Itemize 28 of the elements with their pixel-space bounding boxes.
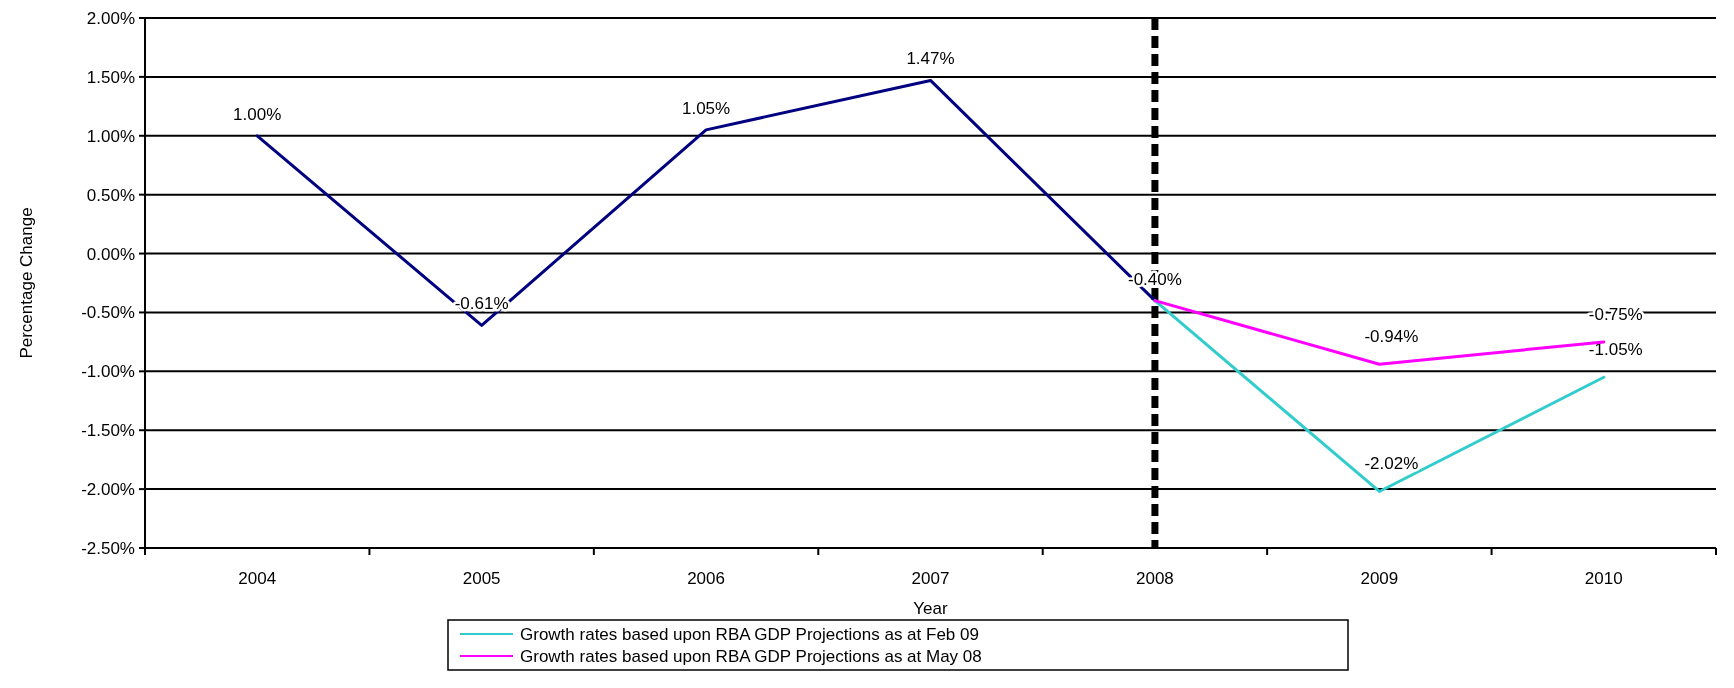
data-label: 1.00%: [233, 104, 282, 124]
y-tick-label: -2.50%: [81, 538, 135, 558]
y-tick-label: 1.50%: [86, 67, 135, 87]
data-label: 1.47%: [906, 49, 955, 69]
data-label: -0.94%: [1364, 327, 1419, 347]
x-tick-label: 2004: [238, 569, 277, 588]
y-tick-label: 2.00%: [86, 8, 135, 28]
y-tick-label: 0.50%: [86, 185, 135, 205]
x-tick-label: 2006: [687, 569, 725, 588]
y-tick-label: -0.50%: [81, 303, 135, 323]
x-tick-label: 2007: [911, 569, 950, 588]
x-tick-label: 2005: [462, 569, 501, 588]
y-tick-label: 0.00%: [86, 244, 135, 264]
data-label: -1.05%: [1588, 340, 1643, 360]
y-tick-label: -1.00%: [81, 362, 135, 382]
data-label: -2.02%: [1364, 454, 1419, 474]
x-tick-label: 2010: [1584, 569, 1623, 588]
x-tick-label: 2008: [1136, 569, 1174, 588]
legend-label: Growth rates based upon RBA GDP Projections as at May 08: [520, 646, 982, 666]
y-axis-title: Percentage Change: [17, 207, 36, 359]
x-tick-label: 2009: [1360, 569, 1399, 588]
legend-label: Growth rates based upon RBA GDP Projections as at Feb 09: [520, 624, 979, 644]
x-axis-title: Year: [913, 599, 949, 618]
y-tick-label: 1.00%: [86, 126, 135, 146]
data-label: -0.61%: [454, 294, 509, 314]
y-tick-label: -2.00%: [81, 480, 135, 500]
y-tick-label: -1.50%: [81, 421, 135, 441]
data-label: 1.05%: [681, 98, 731, 118]
